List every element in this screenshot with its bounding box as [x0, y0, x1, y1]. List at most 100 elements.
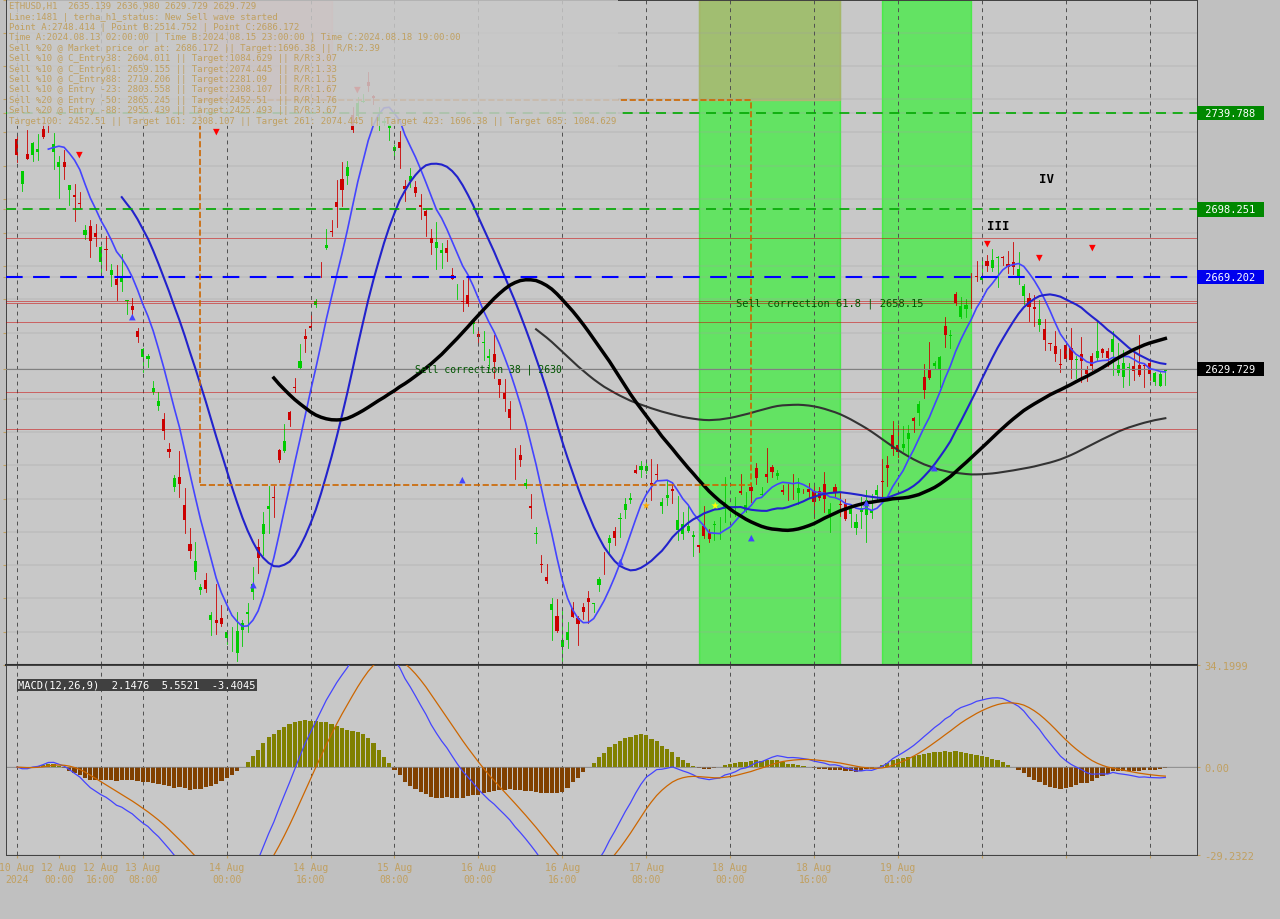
Bar — [628, 737, 632, 767]
Bar — [571, 767, 575, 783]
Bar — [481, 767, 485, 793]
FancyBboxPatch shape — [854, 523, 858, 528]
FancyBboxPatch shape — [781, 491, 785, 492]
Bar — [1126, 767, 1130, 771]
Bar — [419, 767, 422, 792]
Bar — [1132, 767, 1135, 771]
FancyBboxPatch shape — [241, 623, 244, 630]
FancyBboxPatch shape — [943, 326, 947, 335]
Bar — [933, 753, 937, 767]
FancyBboxPatch shape — [996, 258, 1000, 259]
FancyBboxPatch shape — [1128, 368, 1130, 369]
FancyBboxPatch shape — [938, 357, 941, 369]
FancyBboxPatch shape — [131, 307, 134, 311]
Bar — [984, 757, 989, 767]
FancyBboxPatch shape — [325, 246, 328, 249]
Bar — [1153, 767, 1157, 770]
FancyBboxPatch shape — [776, 473, 778, 476]
Bar — [503, 767, 507, 789]
Bar — [654, 742, 659, 767]
FancyBboxPatch shape — [865, 501, 868, 516]
Bar — [146, 767, 150, 782]
Bar — [1037, 767, 1042, 782]
FancyBboxPatch shape — [1116, 365, 1120, 373]
FancyBboxPatch shape — [666, 495, 668, 499]
Bar — [596, 757, 602, 767]
Text: ★: ★ — [643, 497, 650, 511]
Bar — [329, 724, 334, 767]
Text: ▼: ▼ — [212, 126, 220, 136]
FancyBboxPatch shape — [419, 206, 422, 209]
FancyBboxPatch shape — [928, 370, 931, 379]
Bar — [236, 767, 239, 771]
Bar — [1016, 767, 1020, 770]
FancyBboxPatch shape — [1138, 366, 1140, 376]
FancyBboxPatch shape — [383, 122, 385, 123]
FancyBboxPatch shape — [1091, 357, 1093, 367]
Bar — [1142, 767, 1147, 770]
FancyBboxPatch shape — [1043, 330, 1046, 340]
FancyBboxPatch shape — [1121, 364, 1125, 378]
Bar — [1027, 767, 1032, 777]
Bar — [387, 763, 392, 767]
Bar — [209, 767, 212, 787]
Bar — [376, 750, 381, 767]
Bar — [828, 767, 832, 770]
FancyBboxPatch shape — [408, 177, 412, 182]
Bar — [497, 767, 502, 790]
FancyBboxPatch shape — [980, 278, 983, 280]
Bar — [156, 767, 160, 784]
FancyBboxPatch shape — [698, 546, 700, 548]
Bar — [183, 767, 187, 789]
Bar — [1021, 767, 1025, 773]
FancyBboxPatch shape — [493, 355, 495, 362]
FancyBboxPatch shape — [215, 620, 218, 623]
FancyBboxPatch shape — [891, 436, 895, 449]
FancyBboxPatch shape — [100, 248, 102, 262]
FancyBboxPatch shape — [1016, 270, 1020, 278]
Bar — [544, 767, 549, 793]
FancyBboxPatch shape — [613, 531, 616, 539]
FancyBboxPatch shape — [676, 520, 680, 530]
FancyBboxPatch shape — [308, 327, 312, 328]
Text: Sell correction 61.8 | 2658.15: Sell correction 61.8 | 2658.15 — [736, 299, 923, 309]
FancyBboxPatch shape — [351, 116, 355, 130]
FancyBboxPatch shape — [366, 84, 370, 87]
Bar — [408, 767, 412, 786]
Bar — [676, 756, 680, 767]
Bar — [649, 739, 654, 767]
FancyBboxPatch shape — [933, 363, 936, 367]
Bar — [356, 732, 360, 767]
FancyBboxPatch shape — [681, 525, 685, 535]
Bar — [701, 767, 707, 769]
Bar — [456, 767, 460, 799]
Bar — [246, 762, 250, 767]
FancyBboxPatch shape — [141, 350, 145, 358]
FancyBboxPatch shape — [691, 536, 695, 538]
FancyBboxPatch shape — [430, 239, 433, 244]
Bar — [776, 760, 780, 767]
Bar — [733, 764, 737, 767]
Bar — [671, 752, 675, 767]
Bar — [198, 767, 202, 789]
Bar — [822, 767, 827, 769]
FancyBboxPatch shape — [1153, 373, 1156, 383]
FancyBboxPatch shape — [576, 618, 580, 624]
Bar — [927, 753, 932, 767]
Bar — [1079, 767, 1084, 784]
FancyBboxPatch shape — [146, 357, 150, 359]
Bar — [334, 726, 339, 767]
Bar — [308, 720, 312, 767]
Bar — [166, 767, 172, 787]
Bar — [608, 747, 612, 767]
Bar — [1053, 767, 1057, 788]
FancyBboxPatch shape — [828, 509, 831, 515]
FancyBboxPatch shape — [298, 362, 302, 369]
Bar — [439, 767, 444, 799]
FancyBboxPatch shape — [361, 102, 365, 103]
FancyBboxPatch shape — [771, 468, 773, 472]
Bar — [1147, 767, 1152, 770]
Bar — [581, 767, 585, 773]
Bar — [969, 754, 973, 767]
Bar — [786, 764, 790, 767]
